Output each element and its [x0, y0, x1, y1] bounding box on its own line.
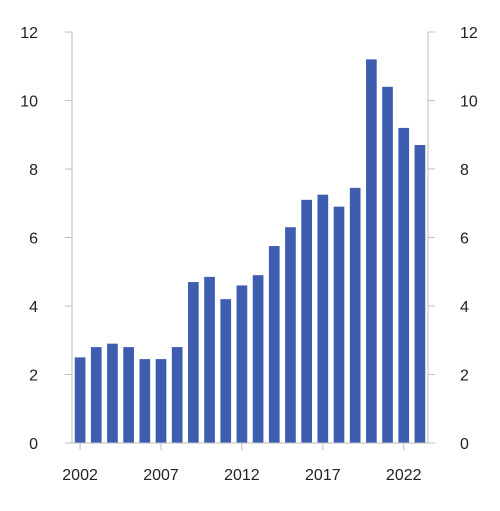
bar-2017 — [317, 194, 329, 443]
y-tick-label-left: 12 — [20, 25, 38, 42]
bar-2012 — [236, 285, 248, 443]
y-tick-label-right: 12 — [460, 25, 478, 42]
bar-2018 — [333, 206, 345, 443]
bar-2019 — [349, 187, 361, 443]
bar-2016 — [301, 199, 312, 443]
bar-2007 — [155, 359, 167, 443]
bar-2011 — [220, 299, 232, 443]
y-tick-label-right: 8 — [460, 162, 469, 179]
y-axis-right-ticks: 0 2 4 6 8 10 12 — [428, 25, 478, 453]
x-tick-label: 2022 — [386, 467, 422, 484]
y-tick-label-left: 2 — [29, 368, 38, 385]
y-tick-label-left: 4 — [29, 299, 38, 316]
bar-2003 — [90, 347, 102, 443]
y-tick-label-right: 2 — [460, 368, 469, 385]
bar-2020 — [366, 59, 377, 444]
y-tick-label-left: 6 — [29, 231, 38, 248]
x-tick-label: 2017 — [305, 467, 341, 484]
y-tick-label-right: 0 — [460, 436, 469, 453]
bar-2021 — [382, 86, 393, 444]
bar-2008 — [171, 347, 183, 443]
bar-2014 — [268, 246, 280, 443]
x-tick-label: 2012 — [224, 467, 260, 484]
y-tick-label-left: 0 — [29, 436, 38, 453]
x-tick-label: 2007 — [143, 467, 179, 484]
y-axis-left-ticks: 0 2 4 6 8 10 12 — [20, 25, 72, 453]
bar-2009 — [188, 282, 199, 443]
y-tick-label-right: 4 — [460, 299, 469, 316]
bar-2015 — [285, 227, 296, 443]
bar-series — [74, 59, 426, 444]
bar-2013 — [252, 275, 264, 443]
bar-2022 — [398, 127, 410, 444]
bar-2002 — [74, 357, 86, 443]
y-tick-label-right: 10 — [460, 94, 478, 111]
bar-2010 — [204, 276, 215, 443]
y-tick-label-left: 8 — [29, 162, 38, 179]
bar-2005 — [123, 347, 134, 443]
y-tick-label-right: 6 — [460, 231, 469, 248]
x-tick-label: 2002 — [62, 467, 98, 484]
bar-2004 — [107, 343, 118, 443]
y-tick-label-left: 10 — [20, 94, 38, 111]
bar-2023 — [414, 145, 426, 443]
bar-2006 — [139, 359, 151, 443]
x-axis-ticks: 2002 2007 2012 2017 2022 — [62, 443, 422, 484]
